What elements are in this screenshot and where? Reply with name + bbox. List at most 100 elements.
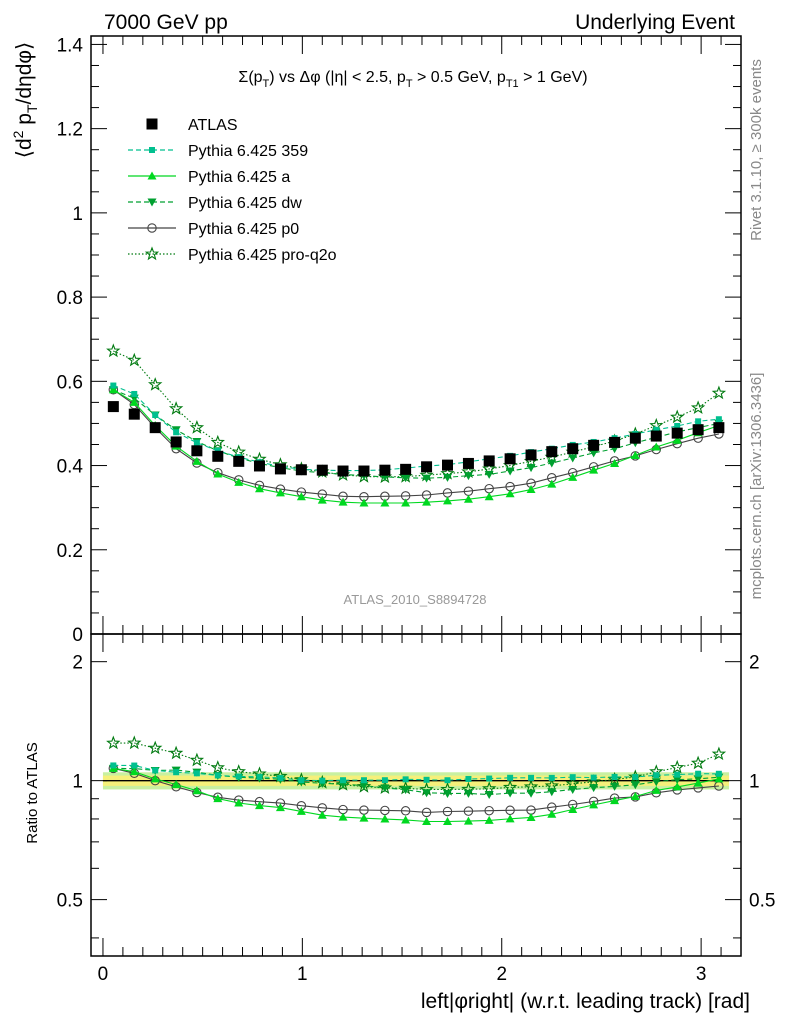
ratio-point-pdw	[651, 778, 661, 787]
data-point-pa	[192, 456, 202, 465]
ratio-point-pdw	[484, 791, 494, 800]
ratio-point-pa	[547, 809, 557, 818]
ratio-point-pdw	[526, 789, 536, 798]
header-left: 7000 GeV pp	[104, 11, 228, 34]
data-point-atlas	[462, 457, 474, 469]
ratio-point-pa	[610, 796, 620, 805]
ratio-point-p359	[653, 772, 660, 779]
ratio-point-pdw	[380, 784, 390, 793]
y-tick-label: 1.4	[57, 35, 84, 56]
data-point-atlas	[671, 427, 683, 439]
data-point-atlas	[504, 453, 516, 465]
ratio-point-pdw	[505, 789, 515, 798]
data-point-pa	[630, 450, 640, 459]
data-point-pa	[401, 498, 411, 507]
ratio-line-p359	[113, 764, 719, 782]
data-point-pdw	[505, 467, 515, 476]
ratio-y-tick-label-right: 2	[749, 653, 760, 674]
ratio-point-p359	[507, 774, 514, 781]
legend-label-atlas: ATLAS	[188, 117, 238, 134]
legend-entry-pdw: Pythia 6.425 dw	[128, 195, 302, 212]
legend-label-pp0: Pythia 6.425 p0	[188, 221, 299, 238]
ratio-point-pa	[672, 782, 682, 791]
ratio-line-pdw	[113, 767, 719, 796]
ratio-point-pa	[213, 794, 223, 803]
ratio-point-p359	[277, 775, 284, 782]
data-point-pa	[422, 497, 432, 506]
data-point-pa	[589, 465, 599, 474]
legend-entry-p359: Pythia 6.425 359	[128, 143, 308, 160]
ratio-point-pq2o	[690, 755, 706, 770]
legend-entry-pa: Pythia 6.425 a	[128, 169, 290, 186]
ratio-point-pdw	[443, 790, 453, 799]
ratio-point-pp0	[484, 805, 494, 816]
data-point-atlas	[149, 422, 161, 434]
data-point-pa	[526, 485, 536, 494]
data-point-atlas	[567, 443, 579, 455]
legend-label-pa: Pythia 6.425 a	[188, 169, 290, 186]
ratio-point-pa	[484, 815, 494, 824]
header-right: Underlying Event	[575, 11, 735, 34]
data-point-pq2o	[189, 420, 205, 434]
ratio-point-pa	[192, 786, 202, 795]
ratio-point-p359	[611, 773, 618, 780]
data-point-atlas	[713, 422, 725, 434]
ratio-point-p359	[590, 774, 597, 781]
data-point-atlas	[212, 450, 224, 462]
data-point-pdw	[547, 459, 557, 468]
legend-marker-pa	[147, 171, 157, 180]
data-point-atlas	[295, 464, 307, 476]
x-tick-label: 1	[297, 964, 308, 985]
ratio-point-p359	[695, 770, 702, 777]
ratio-point-pq2o	[711, 746, 727, 761]
data-point-pa	[338, 497, 348, 506]
ratio-point-pdw	[672, 776, 682, 785]
ratio-y-tick-label: 2	[72, 653, 83, 674]
legend-entry-pq2o: Pythia 6.425 pro-q2o	[128, 246, 337, 264]
data-point-pq2o	[711, 385, 727, 400]
data-point-pa	[568, 472, 578, 481]
ratio-point-pp0	[400, 806, 411, 816]
ratio-point-pq2o	[210, 760, 225, 774]
data-point-atlas	[379, 464, 391, 476]
data-point-pq2o	[127, 352, 142, 367]
mcplots-label: mcplots.cern.ch [arXiv:1306.3436]	[748, 373, 765, 600]
data-point-pq2o	[148, 377, 163, 391]
legend-marker-p359	[149, 147, 155, 153]
data-point-p359	[131, 390, 138, 397]
ratio-point-p359	[173, 769, 180, 776]
data-point-pa	[443, 496, 453, 505]
data-point-pq2o	[210, 434, 225, 449]
ratio-point-pdw	[401, 786, 411, 795]
ratio-point-pa	[463, 816, 473, 825]
legend-marker-atlas	[146, 118, 158, 130]
data-point-p359	[653, 426, 660, 433]
data-point-atlas	[107, 401, 119, 413]
ratio-point-p359	[110, 762, 117, 769]
data-point-atlas	[525, 449, 537, 461]
y-tick-label: 0	[72, 625, 83, 646]
data-point-pa	[317, 495, 327, 504]
ratio-point-pp0	[463, 806, 474, 816]
data-point-pq2o	[106, 343, 121, 358]
data-point-pa	[254, 484, 264, 493]
y-tick-label: 0.2	[57, 541, 83, 562]
ratio-point-p359	[486, 775, 493, 782]
ratio-point-pp0	[421, 807, 432, 818]
x-axis-label: left|φright| (w.r.t. leading track) [rad…	[421, 990, 750, 1013]
data-point-pa	[296, 492, 306, 501]
ratio-point-pq2o	[189, 752, 205, 767]
ratio-line-pp0	[113, 767, 719, 813]
ratio-point-pq2o	[168, 745, 184, 760]
ratio-point-p359	[214, 772, 221, 779]
data-point-p359	[152, 412, 159, 419]
ratio-point-p359	[152, 767, 159, 774]
ratio-series-pp0	[108, 763, 724, 818]
data-point-atlas	[421, 461, 433, 473]
legend-label-pq2o: Pythia 6.425 pro-q2o	[188, 247, 337, 264]
series-p359	[110, 382, 722, 474]
legend-marker-pdw	[147, 198, 157, 207]
ratio-point-pq2o	[106, 735, 121, 750]
data-point-pdw	[401, 474, 411, 483]
